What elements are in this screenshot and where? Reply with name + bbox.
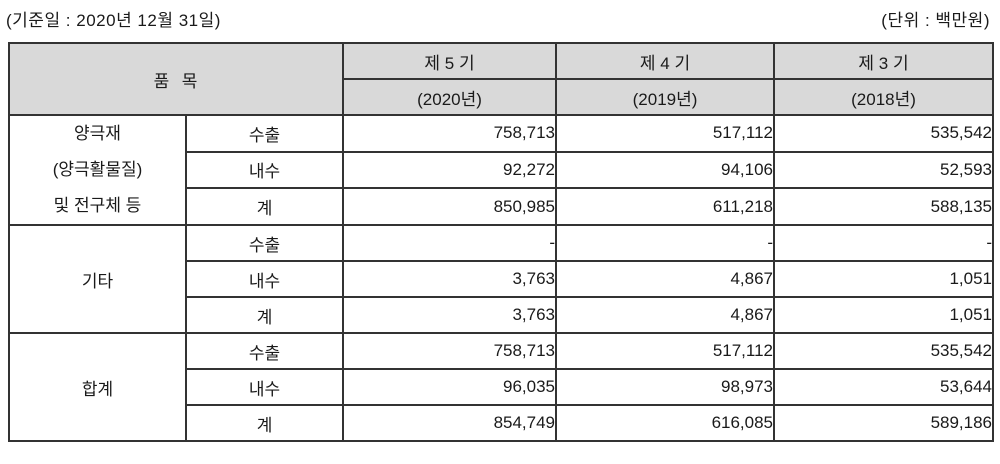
value-cell: 850,985 — [342, 187, 558, 226]
row-label-subtotal: 계 — [184, 404, 345, 442]
value-cell: 535,542 — [773, 114, 995, 153]
value-cell: 517,112 — [555, 114, 776, 153]
category-line: (양극활물질) — [52, 160, 143, 179]
base-date-note: (기준일 : 2020년 12월 31일) — [6, 11, 221, 30]
value-cell: 1,051 — [773, 296, 995, 334]
row-label-domestic: 내수 — [184, 260, 345, 298]
unit-note: (단위 : 백만원) — [881, 11, 990, 30]
table-row: 내수 92,272 94,106 52,593 — [9, 150, 995, 190]
row-label-domestic: 내수 — [184, 150, 345, 190]
value-cell: 3,763 — [342, 296, 558, 334]
column-header-period-4: 제 4 기 — [555, 42, 776, 80]
category-line: 양극재 — [74, 124, 121, 143]
value-cell: - — [773, 224, 995, 262]
value-cell: 4,867 — [555, 260, 776, 298]
category-cell-cathode: 양극재 (양극활물질) 및 전구체 등 — [8, 114, 187, 226]
row-label-subtotal: 계 — [184, 187, 345, 226]
column-header-year-2018: (2018년) — [773, 78, 995, 116]
table-row: 계 850,985 611,218 588,135 — [9, 187, 995, 226]
value-cell: 588,135 — [773, 187, 995, 226]
value-cell: 94,106 — [555, 150, 776, 190]
row-label-subtotal: 계 — [184, 296, 345, 334]
row-label-export: 수출 — [184, 224, 345, 262]
column-header-period-5: 제 5 기 — [342, 42, 558, 80]
value-cell: 758,713 — [342, 114, 558, 153]
column-header-period-3: 제 3 기 — [773, 42, 995, 80]
sales-by-product-table: 품 목 제 5 기 제 4 기 제 3 기 (2020년) (2019년) (2… — [7, 42, 995, 442]
value-cell: 92,272 — [342, 150, 558, 190]
value-cell: 517,112 — [555, 332, 776, 370]
table-row: 내수 3,763 4,867 1,051 — [9, 260, 995, 298]
table-row: 계 3,763 4,867 1,051 — [9, 296, 995, 334]
column-header-item: 품 목 — [7, 42, 345, 116]
value-cell: 4,867 — [555, 296, 776, 334]
value-cell: 535,542 — [773, 332, 995, 370]
value-cell: 611,218 — [555, 187, 776, 226]
value-cell: 53,644 — [773, 368, 995, 406]
table-row: 합계 수출 758,713 517,112 535,542 — [8, 332, 995, 442]
header-row-year: (2020년) (2019년) (2018년) — [9, 78, 995, 116]
value-cell: 52,593 — [773, 150, 995, 190]
table-caption-row: (기준일 : 2020년 12월 31일) (단위 : 백만원) — [0, 0, 1000, 31]
table-row: 계 854,749 616,085 589,186 — [9, 404, 995, 442]
value-cell: 589,186 — [773, 404, 995, 442]
header-row-period: 품 목 제 5 기 제 4 기 제 3 기 — [7, 42, 995, 116]
report-page: (기준일 : 2020년 12월 31일) (단위 : 백만원) 품 목 제 5… — [0, 0, 1000, 442]
column-header-year-2020: (2020년) — [342, 78, 558, 116]
table-row: 내수 96,035 98,973 53,644 — [9, 368, 995, 406]
row-label-export: 수출 — [184, 332, 345, 370]
column-header-year-2019: (2019년) — [555, 78, 776, 116]
category-line: 및 전구체 등 — [53, 196, 142, 215]
row-label-export: 수출 — [184, 114, 345, 153]
value-cell: 96,035 — [342, 368, 558, 406]
value-cell: 854,749 — [342, 404, 558, 442]
value-cell: 3,763 — [342, 260, 558, 298]
value-cell: 1,051 — [773, 260, 995, 298]
value-cell: 98,973 — [555, 368, 776, 406]
value-cell: 616,085 — [555, 404, 776, 442]
value-cell: - — [342, 224, 558, 262]
category-cell-other: 기타 — [8, 224, 187, 334]
table-row: 기타 수출 - - - — [8, 224, 995, 334]
row-label-domestic: 내수 — [184, 368, 345, 406]
table-row: 양극재 (양극활물질) 및 전구체 등 수출 758,713 517,112 5… — [8, 114, 995, 226]
category-cell-total: 합계 — [8, 332, 187, 442]
value-cell: - — [555, 224, 776, 262]
value-cell: 758,713 — [342, 332, 558, 370]
